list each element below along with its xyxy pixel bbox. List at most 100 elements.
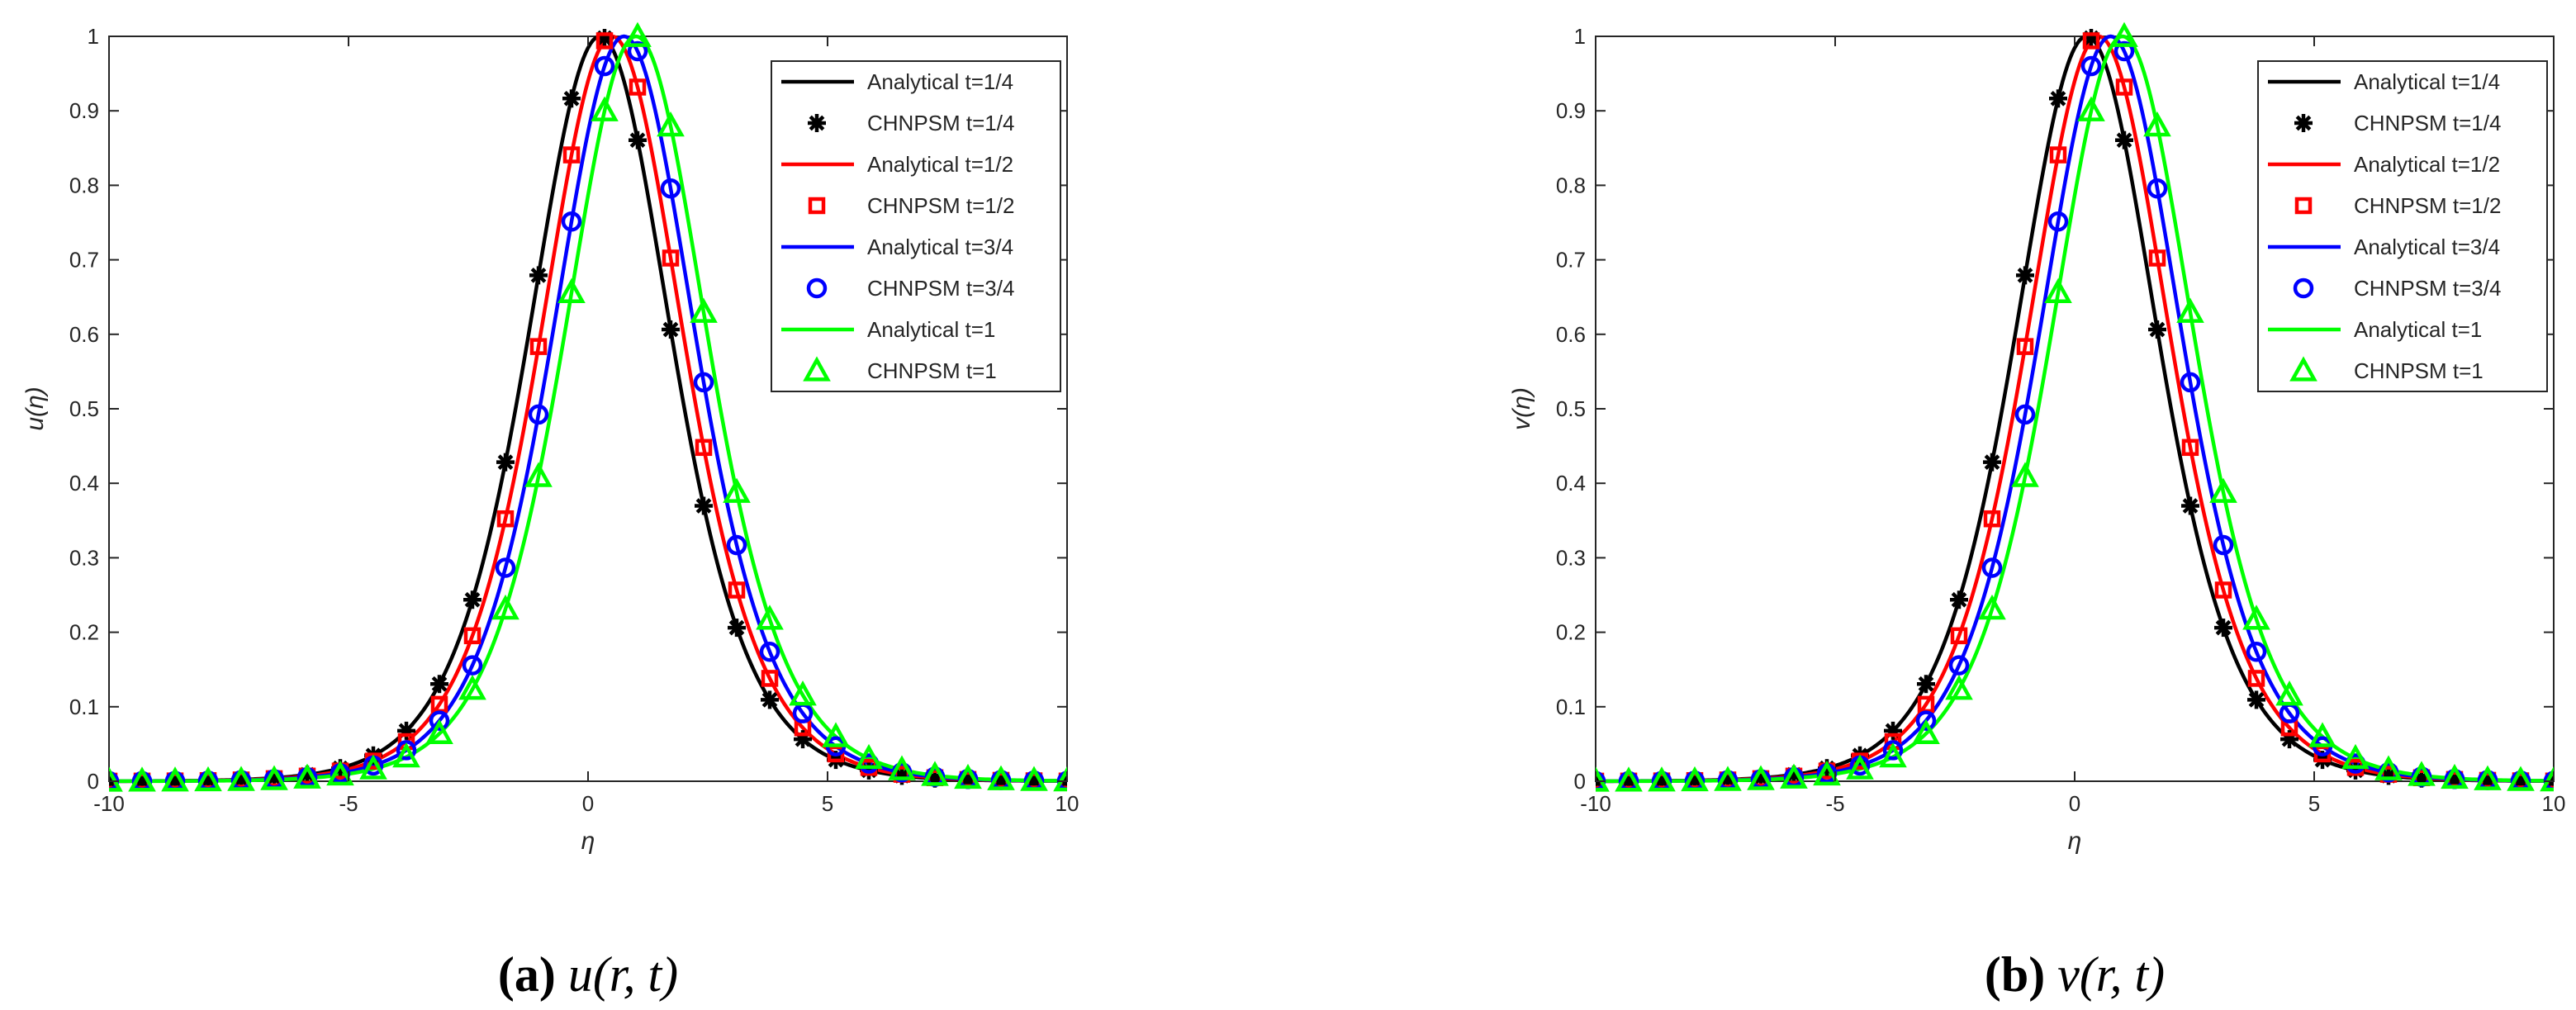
data-point <box>109 766 123 792</box>
data-point <box>1053 766 1067 792</box>
data-point <box>1950 590 1968 609</box>
legend-label: Analytical t=1/4 <box>2354 69 2500 94</box>
y-tick-label: 0.4 <box>69 471 99 496</box>
data-point <box>2115 130 2133 149</box>
legend-marker-swatch <box>2289 356 2317 382</box>
data-point <box>463 627 482 645</box>
data-point <box>496 453 515 472</box>
data-point <box>2082 32 2100 50</box>
legend-marker-swatch <box>803 356 831 382</box>
data-point <box>2246 642 2267 662</box>
data-point <box>562 146 581 164</box>
legend-item: CHNPSM t=3/4 <box>806 276 1014 301</box>
data-point <box>425 718 453 744</box>
caption-text: v(r, t) <box>2057 947 2165 1002</box>
legend-item: CHNPSM t=1 <box>803 356 997 383</box>
data-point <box>429 710 450 731</box>
y-tick-label: 0 <box>88 769 99 794</box>
legend-item: Analytical t=1 <box>2268 317 2482 342</box>
y-axis-label: u(η) <box>21 386 49 430</box>
legend-marker-swatch <box>808 197 826 215</box>
legend-label: Analytical t=1/2 <box>2354 152 2500 177</box>
data-point <box>629 130 647 149</box>
series-markers-chnpsm-t-1 <box>1596 21 2554 792</box>
data-point <box>594 55 615 77</box>
data-point <box>1945 675 1973 700</box>
data-point <box>888 755 916 780</box>
data-point <box>2047 211 2069 232</box>
y-tick-label: 0.6 <box>1556 322 1586 347</box>
data-point <box>227 766 255 791</box>
data-point <box>759 642 780 662</box>
data-point <box>2275 680 2303 706</box>
legend-marker-swatch <box>808 114 826 132</box>
data-point <box>2176 297 2204 323</box>
legend-marker-swatch <box>2293 277 2314 299</box>
data-point <box>1747 765 1775 790</box>
caption-label: (b) <box>1985 947 2057 1002</box>
panel-caption: (a) u(r, t) <box>498 947 678 1002</box>
data-point <box>629 78 647 96</box>
legend-label: Analytical t=3/4 <box>2354 235 2500 259</box>
data-point <box>855 743 883 770</box>
data-point <box>463 590 482 609</box>
data-point <box>2474 765 2502 790</box>
data-point <box>430 675 448 694</box>
y-tick-label: 0.3 <box>69 545 99 570</box>
data-point <box>2408 761 2436 786</box>
y-tick-label: 0.6 <box>69 322 99 347</box>
data-point <box>695 439 713 457</box>
x-axis-label: η <box>2068 827 2082 855</box>
data-point <box>1915 710 1937 731</box>
y-tick-label: 0.1 <box>1556 695 1586 719</box>
legend-item: Analytical t=1/2 <box>2268 152 2500 177</box>
data-point <box>1714 766 1742 791</box>
data-point <box>756 605 784 630</box>
data-point <box>128 766 156 792</box>
x-tick-label: 10 <box>2542 791 2566 816</box>
data-point <box>2143 111 2171 137</box>
data-point <box>1882 740 1904 761</box>
y-tick-label: 0.9 <box>1556 98 1586 123</box>
series-layer <box>1596 21 2554 792</box>
y-tick-label: 0.2 <box>69 620 99 645</box>
data-point <box>2049 89 2067 108</box>
data-point <box>2507 766 2535 791</box>
data-point <box>2016 338 2034 355</box>
data-point <box>2242 605 2270 630</box>
x-tick-label: -5 <box>1825 791 1844 816</box>
y-tick-label: 0 <box>1574 769 1586 794</box>
x-tick-label: -10 <box>93 791 125 816</box>
legend-marker-swatch <box>2294 114 2313 132</box>
data-point <box>627 40 648 62</box>
data-point <box>1596 766 1610 792</box>
data-point <box>1681 766 1709 792</box>
legend-item: CHNPSM t=3/4 <box>2293 276 2501 301</box>
x-tick-label: 5 <box>822 791 833 816</box>
data-point <box>260 765 288 790</box>
data-point <box>2214 581 2232 599</box>
data-point <box>1981 557 2003 578</box>
data-point <box>562 89 581 108</box>
data-point <box>2341 743 2370 770</box>
data-point <box>1615 766 1643 792</box>
legend-label: Analytical t=1/2 <box>867 152 1013 177</box>
legend-label: Analytical t=3/4 <box>867 235 1013 259</box>
legend-label: CHNPSM t=1 <box>867 358 997 383</box>
data-point <box>392 742 420 768</box>
legend-item: CHNPSM t=1/4 <box>2294 111 2501 135</box>
data-point <box>1846 754 1874 780</box>
data-point <box>2077 96 2105 121</box>
data-point <box>1983 453 2001 472</box>
legend: Analytical t=1/4 CHNPSM t=1/4 Analytical t… <box>2257 60 2548 392</box>
data-point <box>491 594 519 620</box>
x-tick-label: 0 <box>582 791 594 816</box>
legend-item: CHNPSM t=1/2 <box>2294 193 2501 218</box>
data-point <box>726 534 747 556</box>
data-point <box>293 763 321 789</box>
legend-label: Analytical t=1 <box>2354 317 2482 342</box>
legend-marker-swatch <box>806 277 828 299</box>
data-point <box>657 111 685 137</box>
data-point <box>1648 766 1676 792</box>
legend-label: CHNPSM t=1/2 <box>867 193 1014 218</box>
